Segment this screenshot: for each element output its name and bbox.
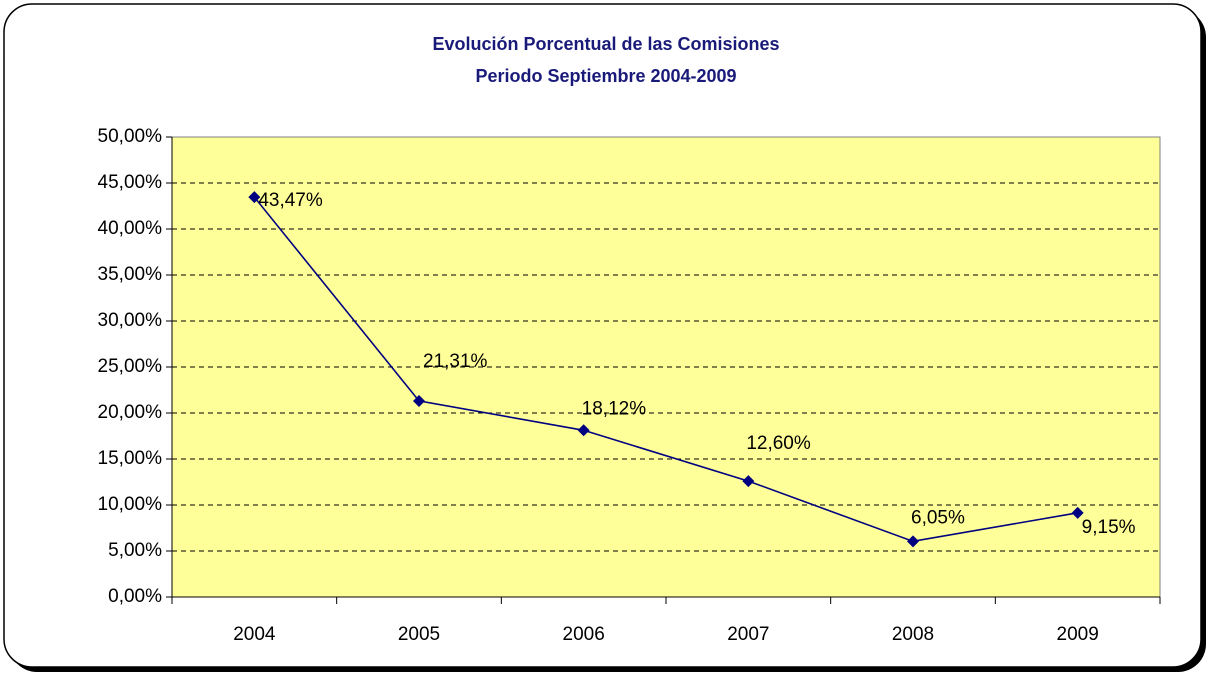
series-line (253, 196, 1078, 543)
x-tick-label: 2007 (727, 624, 769, 645)
y-tick-label: 45,00% (98, 172, 163, 193)
data-point (742, 475, 755, 488)
data-label: 21,31% (423, 351, 488, 372)
chart-subtitle: Periodo Septiembre 2004-2009 (475, 66, 736, 86)
y-tick-label: 50,00% (98, 126, 163, 147)
y-tick-label: 30,00% (98, 310, 163, 331)
y-tick-label: 5,00% (108, 540, 162, 561)
y-tick-label: 10,00% (98, 494, 163, 515)
y-tick-label: 15,00% (98, 448, 163, 469)
x-tick-label: 2006 (563, 624, 605, 645)
x-tick-label: 2008 (892, 624, 934, 645)
data-point (907, 535, 919, 548)
data-label: 6,05% (911, 507, 965, 528)
data-point (1071, 506, 1084, 519)
data-label: 12,60% (746, 433, 811, 454)
y-tick-label: 35,00% (98, 264, 163, 285)
x-tick-label: 2009 (1057, 624, 1099, 645)
y-tick-label: 20,00% (98, 402, 163, 423)
x-tick-label: 2005 (398, 624, 440, 645)
y-tick-label: 40,00% (98, 218, 163, 239)
data-label: 43,47% (258, 190, 323, 211)
data-label: 9,15% (1082, 517, 1136, 538)
y-tick-label: 25,00% (98, 356, 163, 377)
data-point (413, 394, 425, 407)
data-point (577, 424, 590, 437)
chart-title: Evolución Porcentual de las Comisiones (432, 34, 779, 54)
x-tick-label: 2004 (233, 624, 276, 645)
y-tick-label: 0,00% (108, 586, 162, 607)
data-label: 18,12% (582, 398, 647, 419)
data-point (248, 191, 261, 204)
